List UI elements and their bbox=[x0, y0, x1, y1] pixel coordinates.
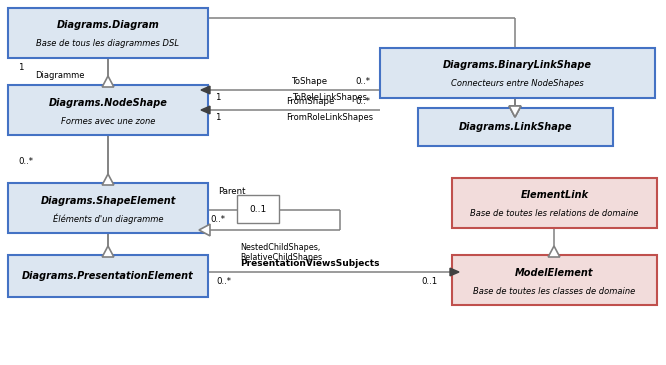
Text: Éléments d'un diagramme: Éléments d'un diagramme bbox=[53, 214, 163, 224]
Text: 0..1: 0..1 bbox=[249, 204, 266, 214]
Text: Diagrams.LinkShape: Diagrams.LinkShape bbox=[459, 122, 572, 132]
Text: Diagrams.ShapeElement: Diagrams.ShapeElement bbox=[41, 196, 176, 205]
Text: Connecteurs entre NodeShapes: Connecteurs entre NodeShapes bbox=[451, 80, 584, 88]
Polygon shape bbox=[201, 106, 210, 114]
FancyBboxPatch shape bbox=[452, 178, 657, 228]
Text: FromRoleLinkShapes: FromRoleLinkShapes bbox=[286, 114, 374, 123]
FancyBboxPatch shape bbox=[452, 255, 657, 305]
Polygon shape bbox=[102, 174, 114, 185]
Text: 0..*: 0..* bbox=[355, 97, 370, 107]
Text: Base de tous les diagrammes DSL: Base de tous les diagrammes DSL bbox=[37, 39, 180, 49]
Text: PresentationViewsSubjects: PresentationViewsSubjects bbox=[240, 260, 380, 269]
Text: 0..*: 0..* bbox=[210, 215, 225, 224]
Polygon shape bbox=[509, 106, 521, 117]
Text: ToRoleLinkShapes: ToRoleLinkShapes bbox=[292, 93, 368, 103]
Text: ElementLink: ElementLink bbox=[520, 191, 589, 200]
Text: Diagrams.Diagram: Diagrams.Diagram bbox=[57, 20, 159, 31]
Text: 1: 1 bbox=[18, 64, 23, 73]
Text: ToShape: ToShape bbox=[292, 77, 328, 87]
Polygon shape bbox=[450, 268, 459, 276]
Polygon shape bbox=[199, 224, 210, 236]
Text: Diagrams.NodeShape: Diagrams.NodeShape bbox=[49, 97, 167, 108]
Polygon shape bbox=[102, 246, 114, 257]
FancyBboxPatch shape bbox=[380, 48, 655, 98]
FancyBboxPatch shape bbox=[237, 195, 279, 223]
Text: NestedChildShapes,: NestedChildShapes, bbox=[240, 243, 320, 253]
Text: RelativeChildShapes: RelativeChildShapes bbox=[240, 254, 322, 262]
Text: Base de toutes les relations de domaine: Base de toutes les relations de domaine bbox=[470, 210, 639, 219]
Text: ModelElement: ModelElement bbox=[515, 268, 594, 277]
Text: Base de toutes les classes de domaine: Base de toutes les classes de domaine bbox=[474, 287, 635, 296]
FancyBboxPatch shape bbox=[8, 8, 208, 58]
Text: 0..*: 0..* bbox=[216, 277, 231, 287]
Text: Diagramme: Diagramme bbox=[35, 72, 85, 81]
Text: FromShape: FromShape bbox=[286, 97, 334, 107]
FancyBboxPatch shape bbox=[8, 255, 208, 297]
Text: Diagrams.PresentationElement: Diagrams.PresentationElement bbox=[22, 271, 194, 281]
Polygon shape bbox=[509, 106, 521, 117]
Polygon shape bbox=[509, 106, 521, 117]
Text: Parent: Parent bbox=[218, 188, 246, 196]
Polygon shape bbox=[548, 246, 560, 257]
Text: 0..*: 0..* bbox=[18, 158, 33, 166]
FancyBboxPatch shape bbox=[418, 108, 613, 146]
Text: 1: 1 bbox=[215, 114, 220, 123]
Text: Formes avec une zone: Formes avec une zone bbox=[61, 116, 155, 126]
Text: Diagrams.BinaryLinkShape: Diagrams.BinaryLinkShape bbox=[443, 61, 592, 70]
FancyBboxPatch shape bbox=[8, 85, 208, 135]
Text: 0..*: 0..* bbox=[355, 77, 370, 87]
Text: 0..1: 0..1 bbox=[422, 277, 438, 287]
Polygon shape bbox=[102, 76, 114, 87]
FancyBboxPatch shape bbox=[8, 183, 208, 233]
Text: 1: 1 bbox=[215, 93, 220, 103]
Polygon shape bbox=[201, 86, 210, 94]
